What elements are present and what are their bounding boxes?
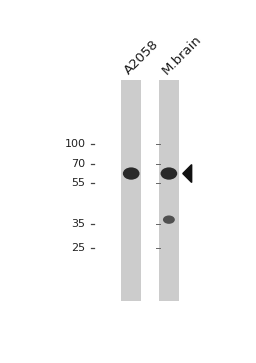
Polygon shape bbox=[183, 164, 192, 183]
Text: M.brain: M.brain bbox=[160, 33, 204, 77]
Text: 70: 70 bbox=[71, 159, 86, 169]
Ellipse shape bbox=[123, 167, 140, 180]
Text: 35: 35 bbox=[72, 219, 86, 229]
Bar bbox=[159, 80, 179, 301]
Text: A2058: A2058 bbox=[122, 38, 162, 77]
Ellipse shape bbox=[161, 167, 177, 180]
Text: 25: 25 bbox=[71, 242, 86, 253]
Ellipse shape bbox=[163, 216, 175, 224]
Bar bbox=[121, 80, 141, 301]
Text: 55: 55 bbox=[72, 178, 86, 188]
Text: 100: 100 bbox=[65, 139, 86, 149]
